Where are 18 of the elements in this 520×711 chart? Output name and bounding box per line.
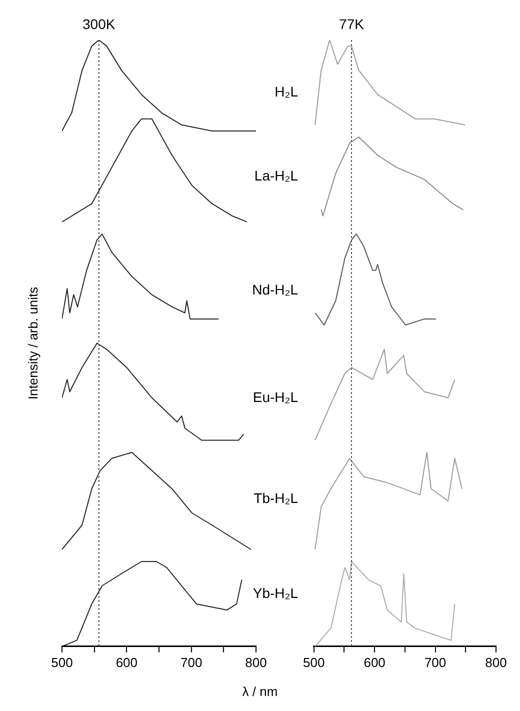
- text: H₂L: [274, 83, 298, 100]
- y-axis-title: Intensity / arb. units: [26, 286, 41, 400]
- text: Tb-H₂L: [254, 490, 298, 506]
- x-tick-label: 800: [485, 654, 507, 670]
- x-tick-label: 500: [302, 654, 325, 670]
- series-label: Yb-H₂L: [252, 585, 298, 602]
- text: La-H₂L: [254, 168, 298, 184]
- chart-title: 77K: [339, 16, 365, 32]
- x-tick-label: 700: [424, 654, 446, 670]
- chart-title: 300K: [82, 16, 116, 32]
- x-tick-label: 800: [245, 654, 267, 670]
- text: Nd-H₂L: [252, 281, 298, 298]
- x-tick-label: 700: [180, 654, 202, 670]
- x-axis-title: λ / nm: [241, 684, 279, 699]
- x-tick-label: 500: [51, 654, 73, 670]
- x-tick-label: 600: [364, 654, 386, 670]
- text: Eu-H₂L: [252, 389, 298, 406]
- x-tick-label: 600: [116, 654, 138, 670]
